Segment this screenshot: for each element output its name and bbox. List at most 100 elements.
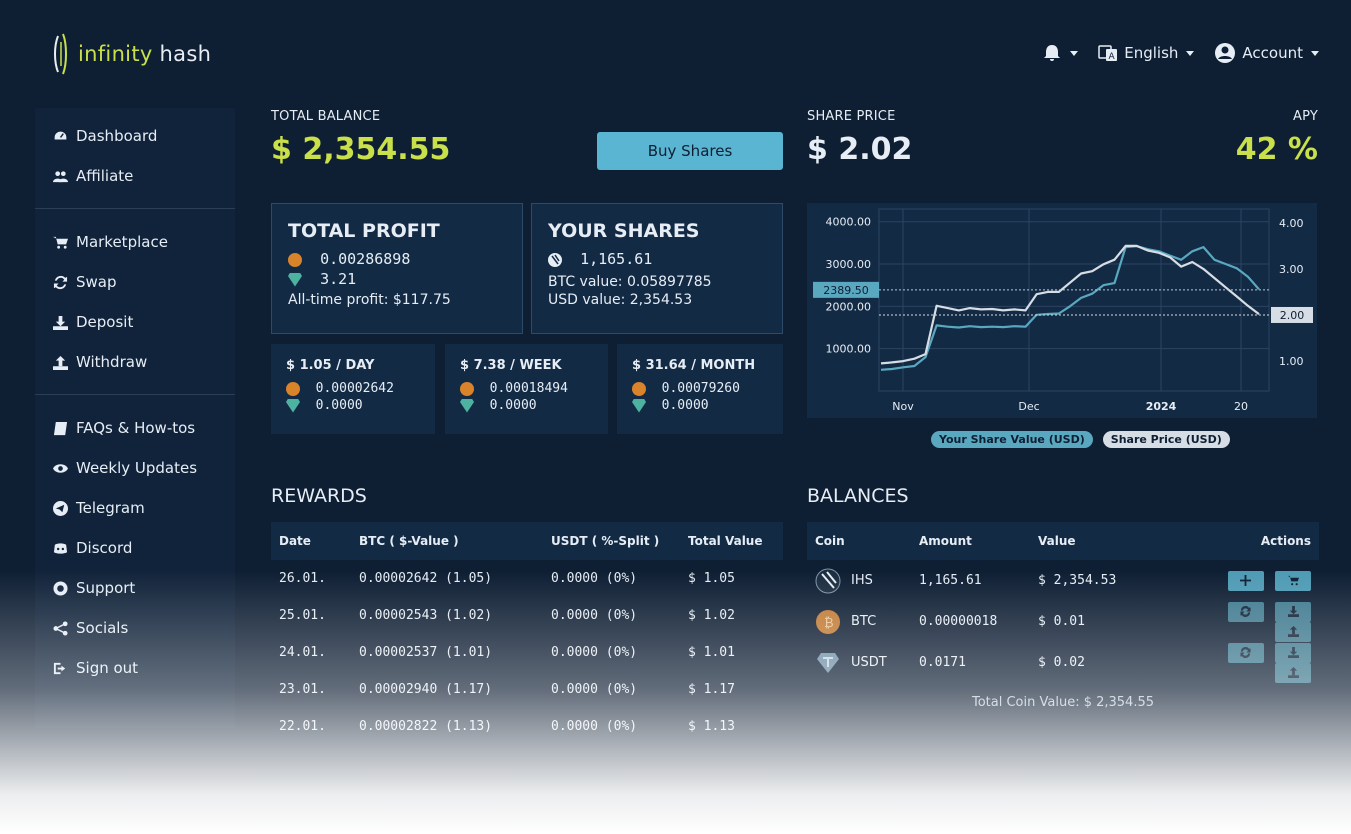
share-price: SHARE PRICE $ 2.02 bbox=[807, 109, 912, 167]
coin-value: $ 2,354.53 bbox=[1038, 573, 1117, 588]
account-dropdown[interactable]: Account bbox=[1214, 42, 1319, 64]
download-icon bbox=[1287, 647, 1299, 658]
sidebar-item-weekly-updates[interactable]: Weekly Updates bbox=[35, 448, 235, 488]
period-title: $ 31.64 / MONTH bbox=[632, 358, 756, 373]
upload-icon bbox=[1287, 626, 1299, 637]
x-tick-label: 20 bbox=[1234, 400, 1248, 413]
sidebar-item-label: Marketplace bbox=[76, 233, 168, 251]
sidebar-item-deposit[interactable]: Deposit bbox=[35, 302, 235, 342]
reward-total: $ 1.05 bbox=[688, 571, 735, 586]
buy-button[interactable] bbox=[1275, 570, 1311, 591]
svg-text:₿: ₿ bbox=[824, 616, 834, 631]
telegram-icon bbox=[53, 500, 68, 516]
plus-icon bbox=[1240, 575, 1252, 586]
coin-amount: 0.0171 bbox=[919, 655, 966, 670]
lifebuoy-icon bbox=[53, 580, 68, 596]
sidebar-item-dashboard[interactable]: Dashboard bbox=[35, 116, 235, 156]
rewards-title: REWARDS bbox=[271, 485, 367, 507]
sidebar-item-telegram[interactable]: Telegram bbox=[35, 488, 235, 528]
deposit-button[interactable] bbox=[1275, 642, 1311, 663]
shares-usd-value: USD value: 2,354.53 bbox=[548, 292, 693, 308]
table-row: USDT 0.0171 $ 0.02 bbox=[807, 642, 1319, 683]
total-balance-value: $ 2,354.55 bbox=[271, 132, 451, 167]
period-title: $ 7.38 / WEEK bbox=[460, 358, 562, 373]
withdraw-button[interactable] bbox=[1275, 621, 1311, 642]
period-btc: 0.00002642 bbox=[315, 381, 394, 396]
logo-mark-icon bbox=[54, 33, 67, 75]
share-price-value: $ 2.02 bbox=[807, 132, 913, 167]
refresh-icon bbox=[1240, 606, 1251, 617]
notifications-dropdown[interactable] bbox=[1042, 43, 1079, 63]
reward-btc: 0.00002642 (1.05) bbox=[359, 571, 493, 586]
reward-total: $ 1.01 bbox=[688, 645, 735, 660]
share-chart[interactable]: 4000.00 3000.00 2000.00 1000.00 4.00 3.00 2.00… bbox=[807, 203, 1317, 418]
y-left-tick-label: 4000.00 bbox=[826, 216, 872, 229]
period-card-week: $ 7.38 / WEEK 0.00018494 0.0000 bbox=[445, 344, 608, 434]
share-icon bbox=[53, 620, 68, 636]
coin-amount: 1,165.61 bbox=[919, 573, 982, 588]
sidebar-item-discord[interactable]: Discord bbox=[35, 528, 235, 568]
btc-icon bbox=[286, 381, 300, 396]
table-row: 24.01. 0.00002537 (1.01) 0.0000 (0%) $ 1.01 bbox=[271, 634, 783, 671]
book-icon bbox=[53, 421, 68, 435]
language-dropdown[interactable]: A English bbox=[1098, 43, 1195, 63]
users-icon bbox=[53, 170, 68, 182]
left-marker-label: 2389.50 bbox=[823, 284, 869, 297]
legend-share-price[interactable]: Share Price (USD) bbox=[1102, 431, 1230, 448]
chevron-down-icon bbox=[1186, 50, 1195, 56]
btc-icon: ₿ bbox=[816, 609, 840, 634]
your-shares-title: YOUR SHARES bbox=[548, 220, 700, 242]
coin-value: $ 0.02 bbox=[1038, 655, 1085, 670]
swap-button[interactable] bbox=[1227, 642, 1264, 663]
column-header: Date bbox=[279, 534, 311, 548]
btc-icon bbox=[460, 381, 474, 396]
sidebar-item-socials[interactable]: Socials bbox=[35, 608, 235, 648]
your-shares-card: YOUR SHARES 1,165.61 BTC value: 0.058977… bbox=[531, 203, 783, 334]
sidebar-item-support[interactable]: Support bbox=[35, 568, 235, 608]
column-header: USDT ( %-Split ) bbox=[551, 534, 660, 548]
usdt-icon bbox=[817, 652, 839, 673]
period-btc: 0.00018494 bbox=[489, 381, 568, 396]
withdraw-button[interactable] bbox=[1275, 662, 1311, 683]
column-header: BTC ( $-Value ) bbox=[359, 534, 459, 548]
left-marker-badge bbox=[813, 281, 879, 298]
reward-btc: 0.00002940 (1.17) bbox=[359, 682, 493, 697]
add-button[interactable] bbox=[1227, 570, 1264, 591]
sidebar-item-label: Withdraw bbox=[76, 353, 148, 371]
brand-logo[interactable]: infinity hash bbox=[52, 32, 211, 76]
y-right-tick-label: 4.00 bbox=[1279, 217, 1304, 230]
dashboard-icon bbox=[53, 129, 68, 141]
table-row: 25.01. 0.00002543 (1.02) 0.0000 (0%) $ 1.02 bbox=[271, 597, 783, 634]
rewards-table: Date BTC ( $-Value ) USDT ( %-Split ) To… bbox=[271, 522, 783, 745]
period-usdt: 0.0000 bbox=[315, 398, 363, 413]
cart-icon bbox=[1287, 575, 1299, 586]
table-row: 22.01. 0.00002822 (1.13) 0.0000 (0%) $ 1.13 bbox=[271, 708, 783, 745]
column-header: Value bbox=[1038, 534, 1076, 548]
deposit-button[interactable] bbox=[1275, 601, 1311, 622]
eye-icon bbox=[53, 463, 68, 473]
column-header: Total Value bbox=[688, 534, 763, 548]
sidebar-item-withdraw[interactable]: Withdraw bbox=[35, 342, 235, 382]
profit-usdt: 3.21 bbox=[320, 270, 357, 288]
buy-shares-button[interactable]: Buy Shares bbox=[597, 132, 783, 170]
period-usdt: 0.0000 bbox=[661, 398, 709, 413]
sidebar-item-marketplace[interactable]: Marketplace bbox=[35, 222, 235, 262]
column-header: Amount bbox=[919, 534, 972, 548]
legend-share-value[interactable]: Your Share Value (USD) bbox=[931, 431, 1093, 448]
reward-date: 25.01. bbox=[279, 608, 326, 623]
x-tick-label: 2024 bbox=[1146, 400, 1177, 413]
total-balance: TOTAL BALANCE $ 2,354.55 bbox=[271, 109, 450, 167]
share-value-line bbox=[880, 245, 1260, 371]
share-price-label: SHARE PRICE bbox=[807, 109, 896, 124]
coin-amount: 0.00000018 bbox=[919, 614, 998, 629]
swap-button[interactable] bbox=[1227, 601, 1264, 622]
sidebar-item-affiliate[interactable]: Affiliate bbox=[35, 156, 235, 196]
usdt-icon bbox=[460, 398, 474, 413]
usdt-icon bbox=[288, 272, 302, 287]
balances-table: Coin Amount Value Actions IHS 1,165.61 $… bbox=[807, 522, 1319, 710]
sidebar-item-faqs[interactable]: FAQs & How-tos bbox=[35, 408, 235, 448]
sidebar-item-signout[interactable]: Sign out bbox=[35, 648, 235, 688]
coin-name: IHS bbox=[851, 573, 873, 588]
sidebar-item-swap[interactable]: Swap bbox=[35, 262, 235, 302]
sidebar-item-label: Socials bbox=[76, 619, 129, 637]
